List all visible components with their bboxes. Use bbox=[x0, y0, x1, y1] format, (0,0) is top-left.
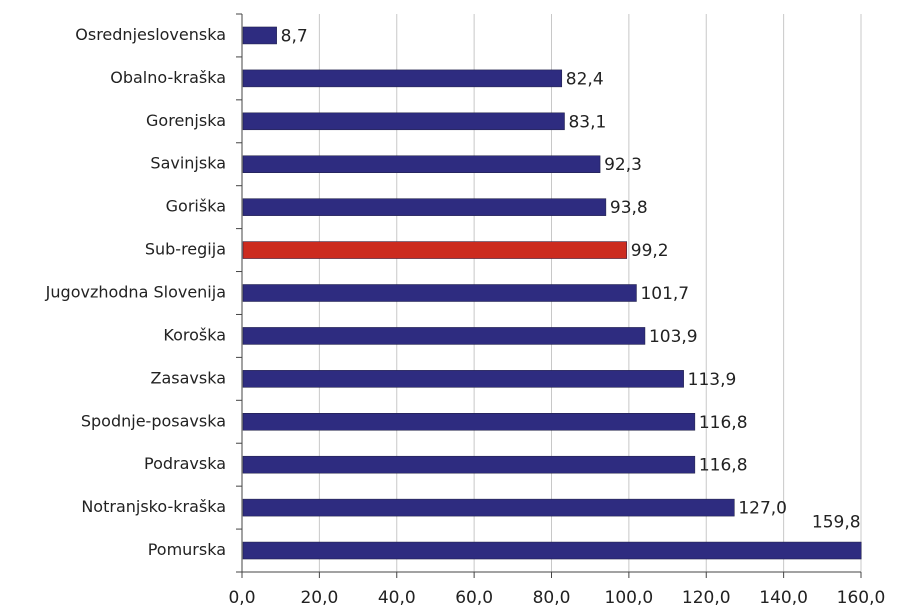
y-tick-label: Gorenjska bbox=[146, 111, 226, 130]
bar bbox=[242, 112, 565, 131]
y-tick-label: Notranjsko-kraška bbox=[81, 497, 226, 516]
value-label: 113,9 bbox=[688, 370, 737, 390]
value-label: 83,1 bbox=[568, 112, 606, 132]
value-label: 127,0 bbox=[738, 499, 787, 519]
bar bbox=[242, 413, 696, 431]
bar bbox=[242, 370, 684, 388]
bar bbox=[242, 198, 607, 216]
x-tick-label: 60,0 bbox=[455, 588, 493, 608]
bar bbox=[242, 69, 563, 88]
value-label: 82,4 bbox=[566, 69, 604, 89]
y-tick-label: Sub-regija bbox=[145, 240, 226, 259]
value-label: 92,3 bbox=[604, 155, 642, 175]
bar bbox=[242, 327, 646, 345]
value-label: 99,2 bbox=[631, 241, 669, 261]
bar bbox=[242, 455, 696, 474]
bar bbox=[242, 155, 601, 173]
value-label: 159,8 bbox=[812, 513, 861, 533]
x-tick-label: 100,0 bbox=[605, 588, 654, 608]
y-tick-label: Spodnje-posavska bbox=[81, 411, 226, 430]
x-tick-label: 0,0 bbox=[228, 588, 255, 608]
y-tick-label: Jugovzhodna Slovenija bbox=[45, 283, 226, 302]
value-label: 101,7 bbox=[640, 284, 689, 304]
y-tick-label: Goriška bbox=[166, 197, 226, 216]
value-label: 116,8 bbox=[699, 413, 748, 433]
x-tick-label: 20,0 bbox=[300, 588, 338, 608]
x-tick-label: 160,0 bbox=[837, 588, 886, 608]
y-tick-label: Podravska bbox=[144, 454, 226, 473]
x-tick-label: 140,0 bbox=[759, 588, 808, 608]
bar bbox=[242, 498, 735, 517]
bar bbox=[242, 541, 862, 560]
y-tick-label: Zasavska bbox=[151, 368, 227, 387]
bar bbox=[242, 284, 637, 302]
y-tick-label: Osrednjeslovenska bbox=[75, 25, 226, 44]
value-label: 103,9 bbox=[649, 327, 698, 347]
value-label: 93,8 bbox=[610, 198, 648, 218]
value-label: 116,8 bbox=[699, 456, 748, 476]
bar bbox=[242, 26, 277, 45]
bar bbox=[242, 241, 628, 259]
y-tick-label: Koroška bbox=[163, 325, 226, 344]
value-label: 8,7 bbox=[281, 26, 308, 46]
y-tick-label: Savinjska bbox=[150, 154, 226, 173]
y-tick-label: Pomurska bbox=[148, 540, 226, 559]
x-tick-label: 80,0 bbox=[533, 588, 571, 608]
y-tick-label: Obalno-kraška bbox=[110, 68, 226, 87]
x-tick-label: 120,0 bbox=[682, 588, 731, 608]
x-tick-label: 40,0 bbox=[378, 588, 416, 608]
